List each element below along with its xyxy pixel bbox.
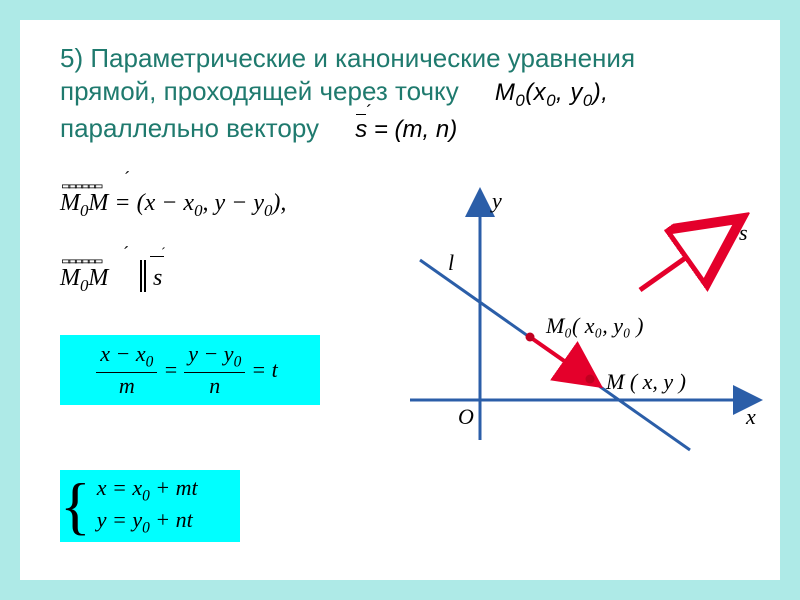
math-sub: 0 bbox=[583, 91, 593, 110]
vector-s-inline: s = (m, n) bbox=[355, 116, 457, 143]
math-text: (x bbox=[525, 79, 546, 106]
label-x: x bbox=[745, 404, 756, 429]
s-overbar: s bbox=[355, 115, 367, 146]
fraction-2: y − y0 n bbox=[184, 341, 245, 398]
numerator-1: x − x0 bbox=[96, 341, 157, 372]
title-line-2: прямой, проходящей через точку bbox=[60, 76, 459, 106]
math-text: ), bbox=[593, 79, 609, 106]
param-lines: x = x0 + mt y = y0 + nt bbox=[97, 474, 198, 539]
math-text: ), bbox=[272, 190, 286, 216]
formula-M0M-parallel-s: M0M bbox=[60, 265, 108, 296]
point-M bbox=[586, 375, 595, 384]
math-text: y = y bbox=[97, 507, 142, 532]
numerator-2: y − y0 bbox=[184, 341, 245, 372]
math-sub: 0 bbox=[546, 91, 556, 110]
math-sub: 0 bbox=[142, 487, 150, 504]
math-text: = (x − x bbox=[108, 190, 194, 216]
math-text: M bbox=[88, 190, 108, 216]
label-l: l bbox=[448, 250, 454, 275]
math-text: , y bbox=[556, 79, 583, 106]
title-line-1: 5) Параметрические и канонические уравне… bbox=[60, 43, 635, 73]
math-text: , y − y bbox=[202, 190, 264, 216]
overbar-arrow-1: ´ bbox=[124, 168, 130, 189]
math-text: = (m, n) bbox=[367, 116, 457, 143]
coordinate-diagram: y x O l s M₀( x₀, y₀ ) M ( x, y ) bbox=[380, 170, 780, 470]
segment-M0M bbox=[530, 337, 590, 379]
formula-M0M-vector: M0M = (x − x0, y − y0), bbox=[60, 190, 286, 221]
parametric-system: { x = x0 + mt y = y0 + nt bbox=[60, 470, 240, 542]
fraction-1: x − x0 m bbox=[96, 341, 157, 398]
math-text: M bbox=[88, 265, 108, 291]
slide: 5) Параметрические и канонические уравне… bbox=[0, 0, 800, 600]
math-text: M bbox=[60, 190, 80, 216]
equals-t: = t bbox=[251, 357, 277, 383]
canonical-equation: x − x0 m = y − y0 n = t bbox=[60, 335, 320, 405]
math-text: M bbox=[60, 265, 80, 291]
math-sub: 0 bbox=[146, 354, 154, 371]
math-text: n bbox=[209, 373, 220, 398]
title-line-3: параллельно вектору bbox=[60, 113, 319, 143]
math-s: s bbox=[355, 116, 367, 143]
parallel-bars bbox=[140, 260, 146, 292]
param-y-line: y = y0 + nt bbox=[97, 506, 198, 538]
equals-1: = bbox=[163, 357, 178, 383]
overbar-arrow-2: ´ bbox=[123, 243, 129, 264]
point-M0-inline: M0(x0, y0), bbox=[495, 79, 609, 106]
curly-brace: { bbox=[60, 470, 91, 542]
s-letter: s bbox=[153, 265, 162, 292]
label-s: s bbox=[739, 220, 748, 245]
math-text: + nt bbox=[150, 507, 193, 532]
vector-s bbox=[640, 230, 725, 290]
overbar-s-arrow: ´ bbox=[161, 246, 166, 262]
math-text: + mt bbox=[150, 475, 198, 500]
math-M: M bbox=[495, 79, 516, 106]
param-x-line: x = x0 + mt bbox=[97, 474, 198, 506]
math-sub: 0 bbox=[142, 519, 150, 536]
math-sub: 0 bbox=[234, 354, 242, 371]
math-text: x = x bbox=[97, 475, 142, 500]
point-M0 bbox=[526, 333, 535, 342]
label-y: y bbox=[490, 188, 502, 213]
label-O: O bbox=[458, 404, 474, 429]
label-M: M ( x, y ) bbox=[605, 369, 686, 394]
denominator-1: m bbox=[96, 373, 157, 399]
math-text: x − x bbox=[100, 341, 145, 366]
math-text: y − y bbox=[188, 341, 233, 366]
label-M0: M₀( x₀, y₀ ) bbox=[545, 313, 643, 338]
title: 5) Параметрические и канонические уравне… bbox=[60, 42, 740, 145]
denominator-2: n bbox=[184, 373, 245, 399]
math-text: m bbox=[119, 373, 135, 398]
math-sub: 0 bbox=[515, 91, 525, 110]
